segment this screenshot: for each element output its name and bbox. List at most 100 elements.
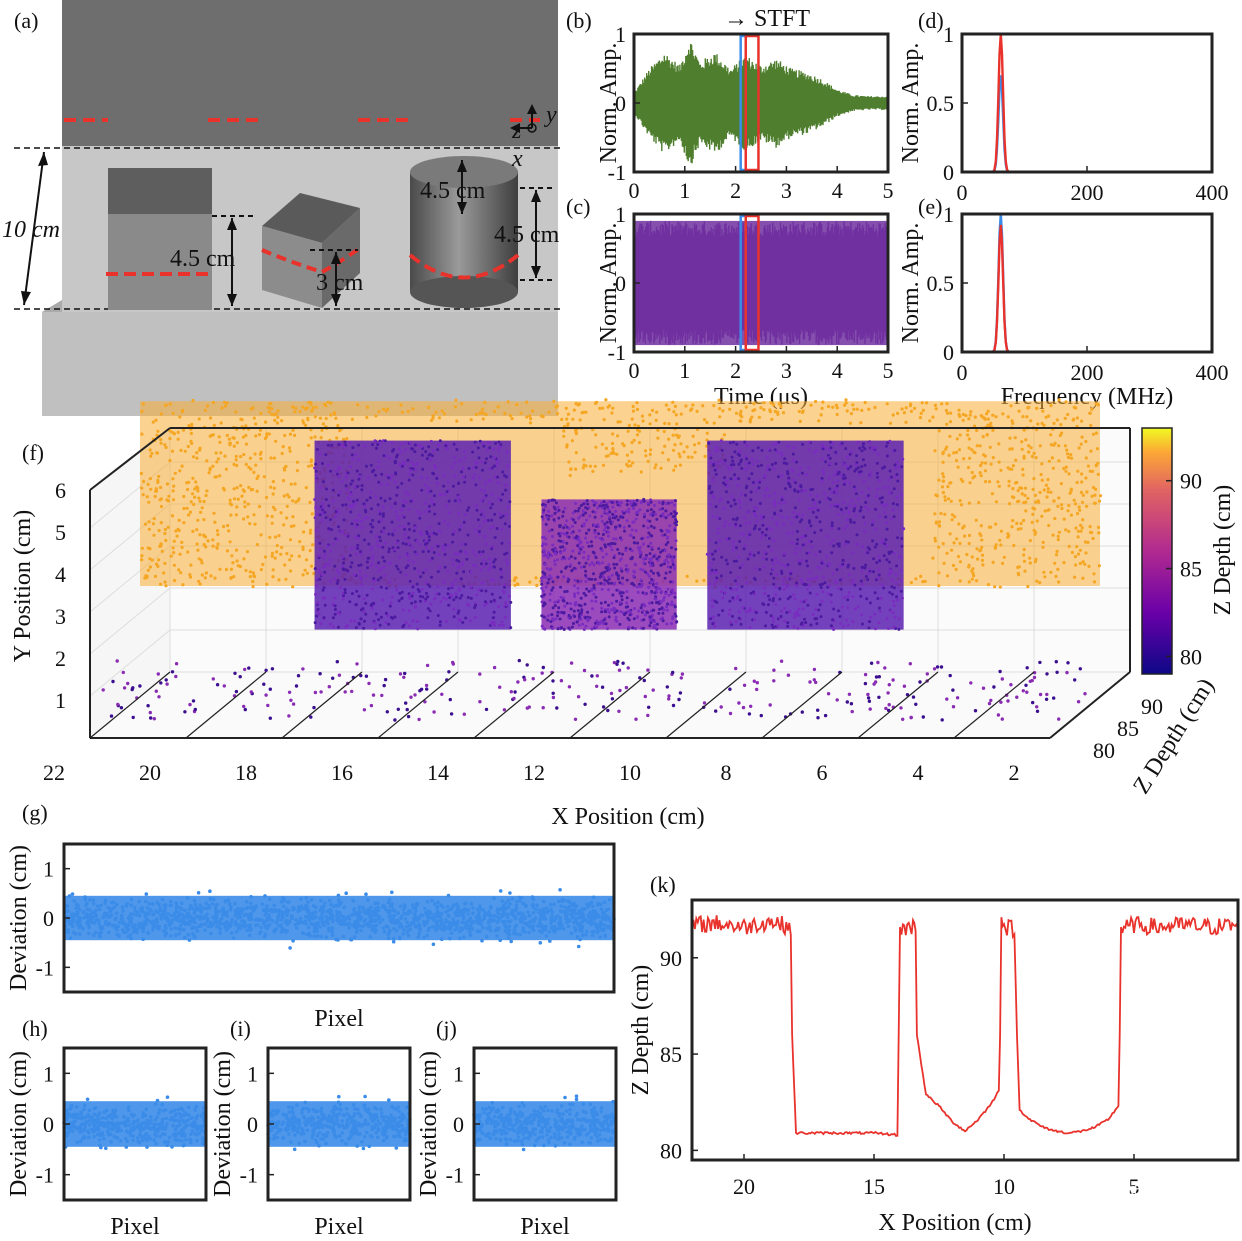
wall-point <box>160 549 164 554</box>
noise-point <box>634 717 638 721</box>
object-point <box>730 494 734 498</box>
wall-point <box>1049 433 1053 437</box>
object-point <box>796 626 800 630</box>
noise-point <box>551 695 556 700</box>
object-point <box>484 542 488 546</box>
object-point <box>723 458 727 462</box>
wall-point <box>958 499 962 503</box>
object-point <box>329 549 333 553</box>
wall-point <box>937 584 941 588</box>
noise-point <box>969 681 973 685</box>
object-point <box>430 532 434 536</box>
wall-point <box>541 415 545 419</box>
object-point <box>788 595 792 599</box>
noise-point <box>138 684 142 688</box>
wall-point <box>977 501 981 505</box>
wall-point <box>991 456 995 460</box>
object-point <box>376 465 380 469</box>
object-point <box>350 522 354 526</box>
object-point <box>404 552 408 556</box>
object-point <box>728 620 732 624</box>
wall-point <box>986 423 990 427</box>
wall-point <box>902 411 907 415</box>
wall-point <box>705 431 709 435</box>
wall-point <box>1015 521 1019 526</box>
wall-point <box>225 549 230 553</box>
object-point <box>428 525 432 529</box>
wall-point <box>632 438 636 442</box>
object-point <box>611 505 615 509</box>
object-point <box>811 612 815 616</box>
wall-point <box>1089 423 1093 427</box>
object-point <box>826 592 830 596</box>
object-point <box>644 553 648 557</box>
object-point <box>480 562 483 566</box>
object-point <box>428 558 432 562</box>
object-point <box>492 620 496 624</box>
z-tick-label: 90 <box>1141 694 1163 719</box>
wall-point <box>949 411 953 415</box>
object-point <box>348 492 352 496</box>
wall-point <box>377 410 381 414</box>
noise-point <box>835 698 839 702</box>
wall-point <box>571 417 575 421</box>
wall-point <box>690 407 694 411</box>
z-axis-label: Z Depth (cm) <box>1128 674 1219 799</box>
object-point <box>356 518 360 522</box>
wall-point <box>154 418 158 422</box>
object-point <box>806 564 809 568</box>
object-point <box>543 572 547 576</box>
object-point <box>493 512 497 516</box>
object-point <box>651 582 655 586</box>
object-point <box>395 564 399 568</box>
object-point <box>610 601 614 605</box>
object-point <box>786 444 790 448</box>
noise-point <box>573 717 578 721</box>
object-point <box>446 480 450 484</box>
wall-point <box>309 564 314 568</box>
object-point <box>741 563 745 567</box>
object-point <box>820 443 824 447</box>
object-point <box>739 622 743 626</box>
object-point <box>869 471 873 474</box>
wall-point <box>215 529 219 533</box>
noise-point <box>516 680 520 684</box>
object-point <box>598 575 602 579</box>
object-point <box>803 583 807 587</box>
wall-point <box>297 554 301 558</box>
wall-point <box>667 408 671 412</box>
object-point <box>745 581 749 585</box>
noise-point <box>998 669 1002 674</box>
object-point <box>717 613 721 617</box>
object-point <box>820 561 824 565</box>
wall-point <box>140 554 144 558</box>
noise-point <box>413 693 417 697</box>
wall-point <box>1085 504 1089 508</box>
object-point <box>558 617 562 621</box>
object-point <box>407 609 411 613</box>
x-tick-label: 400 <box>1196 180 1229 205</box>
object-point <box>446 592 450 596</box>
noise-point <box>595 684 599 688</box>
object-point <box>447 603 451 607</box>
wall-point <box>933 536 937 540</box>
wall-point <box>958 560 963 564</box>
object-point <box>474 553 478 557</box>
object-point <box>493 536 497 539</box>
object-point <box>584 511 588 515</box>
object-point <box>435 477 439 480</box>
object-point <box>371 525 375 529</box>
object-point <box>466 596 470 599</box>
object-point <box>795 581 799 585</box>
object-point <box>900 544 904 548</box>
wall-point <box>1040 478 1044 482</box>
object-point <box>360 583 364 587</box>
object-point <box>354 626 358 630</box>
wall-point <box>1008 447 1012 451</box>
object-point <box>540 544 544 548</box>
object-point <box>455 571 459 575</box>
object-point <box>728 612 731 616</box>
noise-point <box>996 713 1001 717</box>
object-point <box>483 564 486 568</box>
